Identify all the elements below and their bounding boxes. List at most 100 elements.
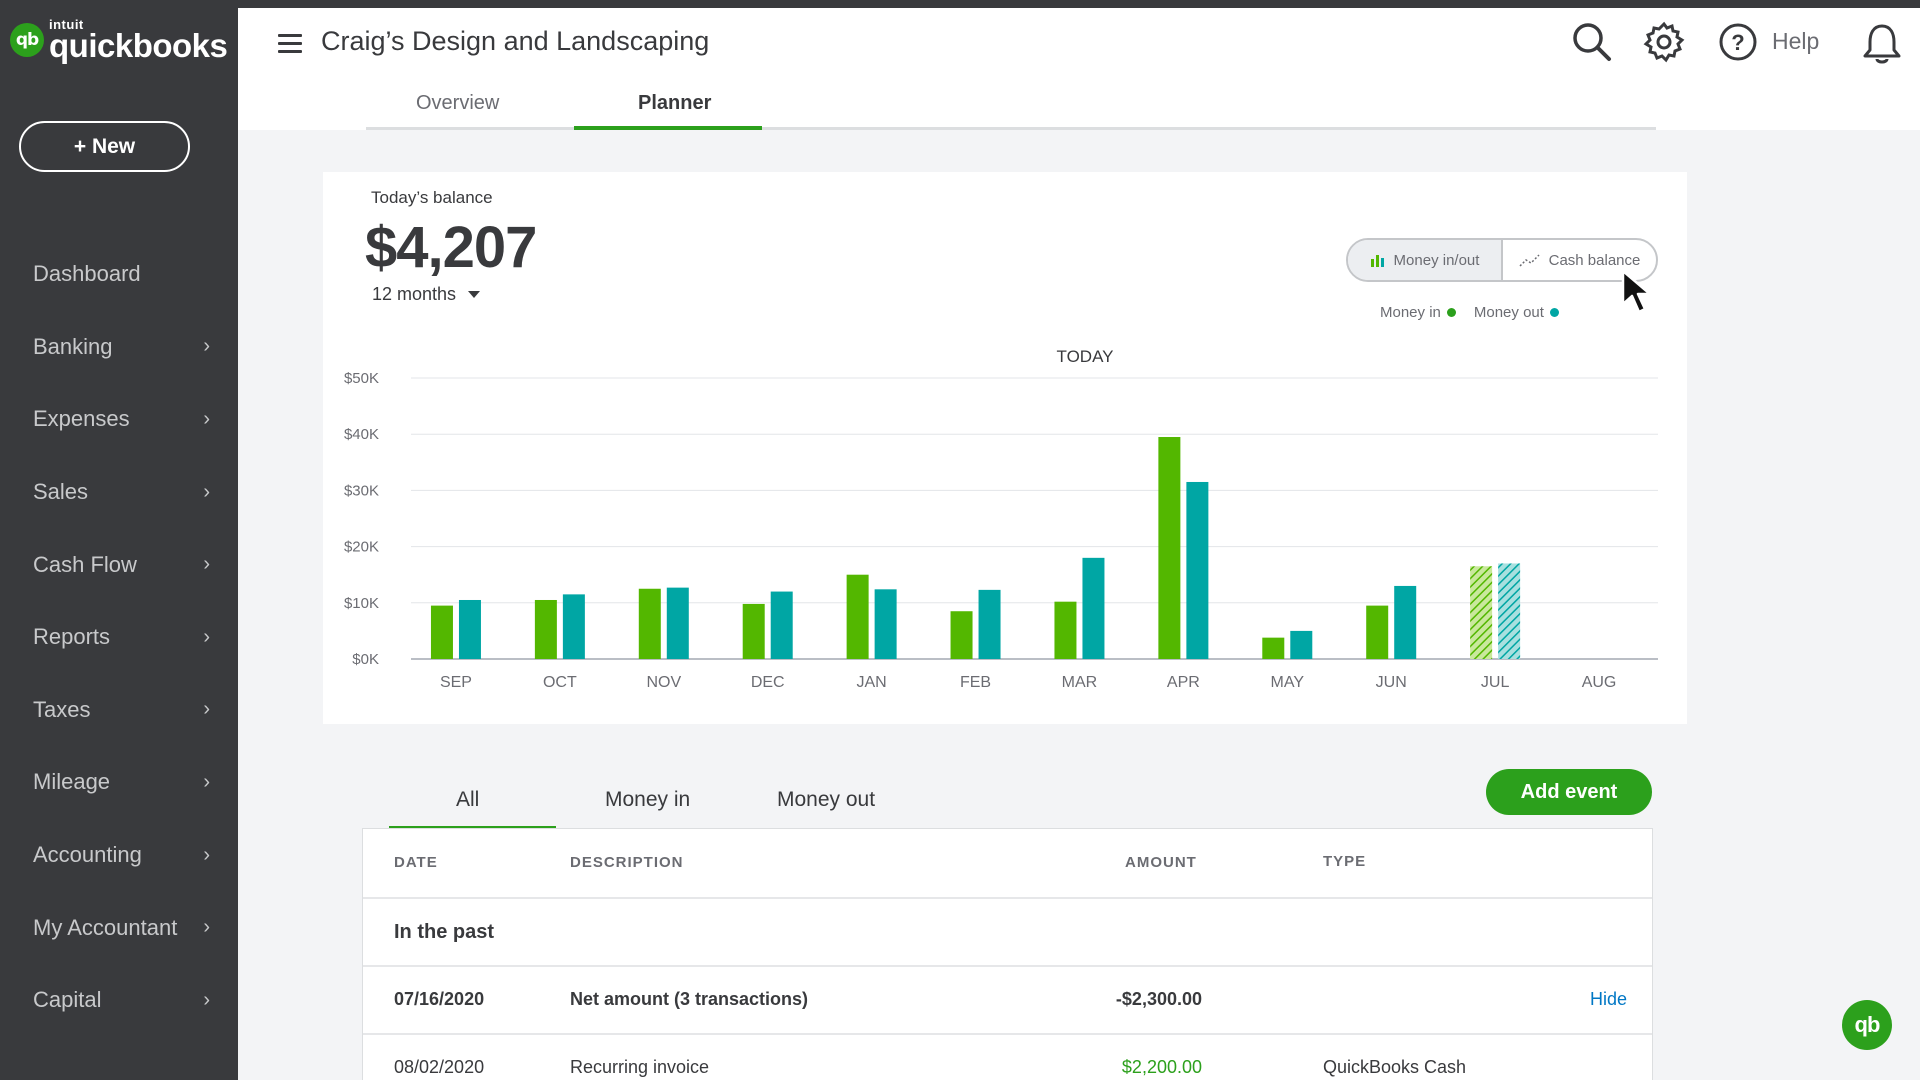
money-in-bar bbox=[1262, 637, 1285, 659]
y-tick-label: $0K bbox=[352, 651, 379, 668]
chevron-right-icon: › bbox=[203, 916, 210, 939]
sidebar-item-sales[interactable]: Sales › bbox=[0, 456, 238, 529]
period-dropdown[interactable]: 12 months bbox=[372, 284, 481, 305]
chevron-right-icon: › bbox=[203, 698, 210, 721]
bar-chart: $0K $10K $20K $30K $40K $50K TODAY SEP OCT NOV DEC… bbox=[344, 347, 1658, 691]
money-in-bar bbox=[1158, 437, 1181, 659]
chevron-right-icon: › bbox=[203, 480, 210, 503]
sidebar-item-label: Taxes bbox=[33, 696, 91, 722]
money-in-bar bbox=[742, 603, 765, 659]
sidebar-item-cash-flow[interactable]: Cash Flow › bbox=[0, 528, 238, 601]
help-label[interactable]: Help bbox=[1772, 28, 1820, 54]
today-annotation: TODAY bbox=[1057, 347, 1114, 366]
mouse-pointer-icon bbox=[1621, 269, 1652, 314]
money-in-bar bbox=[1054, 601, 1077, 659]
row-description: Net amount (3 transactions) bbox=[570, 989, 809, 1009]
money-in-bar bbox=[638, 588, 661, 659]
help-icon[interactable]: ? bbox=[1716, 20, 1760, 64]
table-row[interactable]: 07/16/2020 Net amount (3 transactions) -… bbox=[363, 967, 1652, 1035]
sidebar-item-reports[interactable]: Reports › bbox=[0, 601, 238, 674]
sidebar-item-accounting[interactable]: Accounting › bbox=[0, 819, 238, 892]
row-type: QuickBooks Cash bbox=[1323, 1057, 1467, 1077]
quickbooks-logo[interactable]: qb intuit quickbooks bbox=[10, 18, 228, 64]
sidebar-item-my-accountant[interactable]: My Accountant › bbox=[0, 891, 238, 964]
chart-legend: Money in Money out bbox=[1380, 304, 1559, 321]
company-name: Craig’s Design and Landscaping bbox=[321, 26, 710, 56]
events-tab-all[interactable]: All bbox=[456, 788, 480, 811]
x-tick-label: JUL bbox=[1481, 674, 1510, 691]
row-amount: $2,200.00 bbox=[1121, 1057, 1202, 1077]
money-in-bar bbox=[950, 611, 973, 659]
sidebar-item-label: Mileage bbox=[33, 769, 111, 795]
table-row[interactable]: 08/02/2020 Recurring invoice $2,200.00 Q… bbox=[363, 1035, 1652, 1080]
period-label: 12 months bbox=[372, 284, 457, 304]
x-tick-label: DEC bbox=[751, 674, 785, 691]
y-tick-label: $40K bbox=[344, 426, 379, 443]
money-out-bar bbox=[874, 589, 897, 659]
sidebar-item-capital[interactable]: Capital › bbox=[0, 964, 238, 1037]
sidebar-item-label: Sales bbox=[33, 479, 89, 505]
money-out-bar bbox=[770, 591, 793, 659]
sidebar-item-mileage[interactable]: Mileage › bbox=[0, 746, 238, 819]
money-out-bar bbox=[666, 587, 689, 659]
qb-logo-icon: qb bbox=[10, 23, 44, 57]
x-tick-label: OCT bbox=[543, 674, 577, 691]
x-tick-label: APR bbox=[1167, 674, 1200, 691]
group-label: In the past bbox=[394, 921, 495, 943]
column-type[interactable]: TYPE bbox=[1323, 853, 1367, 870]
money-inout-toggle[interactable]: Money in/out bbox=[1348, 240, 1503, 280]
x-tick-label: NOV bbox=[646, 674, 681, 691]
cash-balance-label: Cash balance bbox=[1548, 251, 1641, 269]
events-tab-money-in[interactable]: Money in bbox=[605, 788, 691, 811]
money-in-bar bbox=[430, 605, 453, 659]
new-button[interactable]: + New bbox=[19, 121, 190, 172]
money-out-bar bbox=[978, 589, 1001, 659]
add-event-button[interactable]: Add event bbox=[1486, 769, 1652, 815]
row-date: 07/16/2020 bbox=[394, 989, 485, 1009]
y-tick-label: $50K bbox=[344, 370, 379, 387]
x-tick-label: JUN bbox=[1376, 674, 1407, 691]
chevron-right-icon: › bbox=[203, 553, 210, 576]
sidebar-item-taxes[interactable]: Taxes › bbox=[0, 674, 238, 747]
sidebar-item-banking[interactable]: Banking › bbox=[0, 311, 238, 384]
quickbooks-wordmark: quickbooks bbox=[49, 27, 228, 64]
menu-icon[interactable] bbox=[278, 32, 304, 56]
top-strip bbox=[0, 0, 1920, 8]
balance-value: $4,207 bbox=[365, 215, 537, 280]
search-icon[interactable] bbox=[1570, 20, 1614, 64]
header: Craig’s Design and Landscaping ? Help Ov… bbox=[238, 8, 1920, 130]
column-description[interactable]: DESCRIPTION bbox=[570, 854, 684, 871]
x-tick-label: FEB bbox=[960, 674, 991, 691]
x-tick-label: MAY bbox=[1271, 674, 1305, 691]
events-table: DATE DESCRIPTION AMOUNT TYPE In the past… bbox=[362, 828, 1653, 1080]
money-inout-label: Money in/out bbox=[1393, 251, 1480, 269]
column-date[interactable]: DATE bbox=[394, 854, 438, 871]
x-tick-label: MAR bbox=[1062, 674, 1098, 691]
events-tab-money-out[interactable]: Money out bbox=[777, 788, 876, 811]
column-amount[interactable]: AMOUNT bbox=[1125, 854, 1197, 871]
money-out-bar bbox=[458, 599, 481, 659]
group-row: In the past bbox=[363, 899, 1652, 967]
tab-planner[interactable]: Planner bbox=[638, 92, 712, 114]
chevron-right-icon: › bbox=[203, 335, 210, 358]
hide-link[interactable]: Hide bbox=[1589, 989, 1627, 1009]
gear-icon[interactable] bbox=[1642, 20, 1686, 64]
sidebar-item-label: Reports bbox=[33, 624, 111, 650]
sidebar-item-dashboard[interactable]: Dashboard bbox=[0, 238, 238, 311]
table-header: DATE DESCRIPTION AMOUNT TYPE bbox=[363, 829, 1652, 899]
cash-balance-toggle[interactable]: Cash balance bbox=[1503, 240, 1656, 280]
y-tick-label: $30K bbox=[344, 482, 379, 499]
page-tabs: Overview Planner bbox=[366, 80, 1656, 130]
money-out-bar bbox=[1498, 563, 1521, 659]
sidebar-item-expenses[interactable]: Expenses › bbox=[0, 383, 238, 456]
sidebar-item-label: Banking bbox=[33, 333, 113, 359]
bar-chart-icon bbox=[1370, 255, 1384, 267]
sidebar-item-label: Expenses bbox=[33, 406, 130, 432]
qb-assistant-button[interactable]: qb bbox=[1842, 1000, 1892, 1050]
row-amount: -$2,300.00 bbox=[1115, 989, 1202, 1009]
active-tab-indicator bbox=[574, 126, 762, 130]
tab-overview[interactable]: Overview bbox=[416, 92, 500, 114]
bell-icon[interactable] bbox=[1860, 20, 1904, 68]
money-in-bar bbox=[1366, 605, 1389, 659]
caret-down-icon bbox=[468, 291, 481, 298]
